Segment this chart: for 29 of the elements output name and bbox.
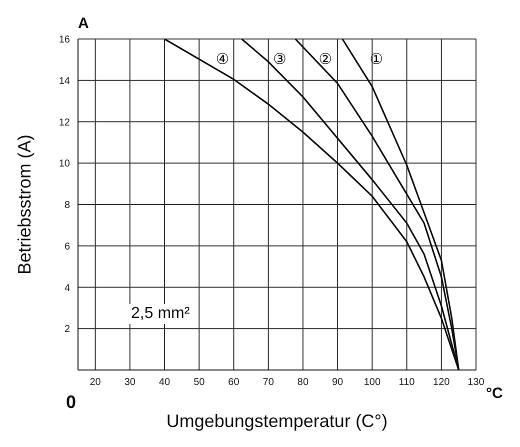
- x-tick-label: 50: [194, 377, 206, 388]
- x-tick-label: 100: [364, 377, 381, 388]
- x-tick-label: 120: [433, 377, 450, 388]
- series-label: ③: [272, 50, 286, 68]
- text: 0: [66, 392, 76, 412]
- x-tick-label: 40: [158, 377, 171, 388]
- y-tick-label: 8: [64, 200, 70, 212]
- x-tick-label: 130: [468, 377, 485, 388]
- y-tick-label: 16: [58, 34, 70, 46]
- series-label: ②: [318, 50, 332, 68]
- x-tick-label: 70: [262, 377, 274, 388]
- x-axis-title: Umgebungstemperatur (C°): [166, 411, 388, 431]
- x-tick-label: 110: [398, 377, 416, 388]
- x-tick-label: 30: [124, 377, 136, 388]
- annotation: 2,5 mm²: [131, 305, 190, 322]
- text: °C: [486, 385, 503, 402]
- y-tick-label: 12: [58, 117, 70, 128]
- y-tick-label: 10: [58, 158, 70, 170]
- y-tick-label: 6: [64, 241, 70, 252]
- y-tick-label: 14: [58, 76, 70, 87]
- series-label: ④: [216, 50, 230, 68]
- y-tick-label: 4: [64, 282, 70, 294]
- x-tick-label: 20: [90, 377, 102, 388]
- x-tick-label: 90: [332, 377, 344, 388]
- x-tick-label: 60: [228, 377, 240, 388]
- text: A: [78, 15, 89, 32]
- x-tick-label: 80: [297, 377, 309, 388]
- y-tick-label: 2: [64, 324, 70, 336]
- y-axis-title: Betriebsstrom (A): [14, 134, 34, 275]
